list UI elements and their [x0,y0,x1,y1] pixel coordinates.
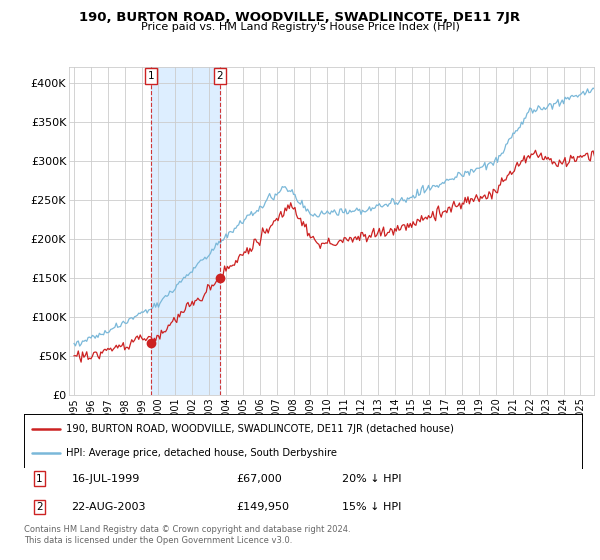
Text: HPI: Average price, detached house, South Derbyshire: HPI: Average price, detached house, Sout… [66,448,337,458]
Bar [151,67,220,395]
Text: Price paid vs. HM Land Registry's House Price Index (HPI): Price paid vs. HM Land Registry's House … [140,22,460,32]
Text: 20% ↓ HPI: 20% ↓ HPI [342,474,401,484]
Text: 22-AUG-2003: 22-AUG-2003 [71,502,146,512]
Text: 1: 1 [36,474,43,484]
Text: 16-JUL-1999: 16-JUL-1999 [71,474,140,484]
Text: 190, BURTON ROAD, WOODVILLE, SWADLINCOTE, DE11 7JR: 190, BURTON ROAD, WOODVILLE, SWADLINCOTE… [79,11,521,24]
Text: 2: 2 [217,71,223,81]
Text: 1: 1 [148,71,154,81]
Text: This data is licensed under the Open Government Licence v3.0.: This data is licensed under the Open Gov… [24,536,292,545]
Text: 2: 2 [36,502,43,512]
Text: £149,950: £149,950 [236,502,289,512]
Text: 190, BURTON ROAD, WOODVILLE, SWADLINCOTE, DE11 7JR (detached house): 190, BURTON ROAD, WOODVILLE, SWADLINCOTE… [66,424,454,434]
Text: £67,000: £67,000 [236,474,282,484]
Text: 15% ↓ HPI: 15% ↓ HPI [342,502,401,512]
Text: Contains HM Land Registry data © Crown copyright and database right 2024.: Contains HM Land Registry data © Crown c… [24,525,350,534]
